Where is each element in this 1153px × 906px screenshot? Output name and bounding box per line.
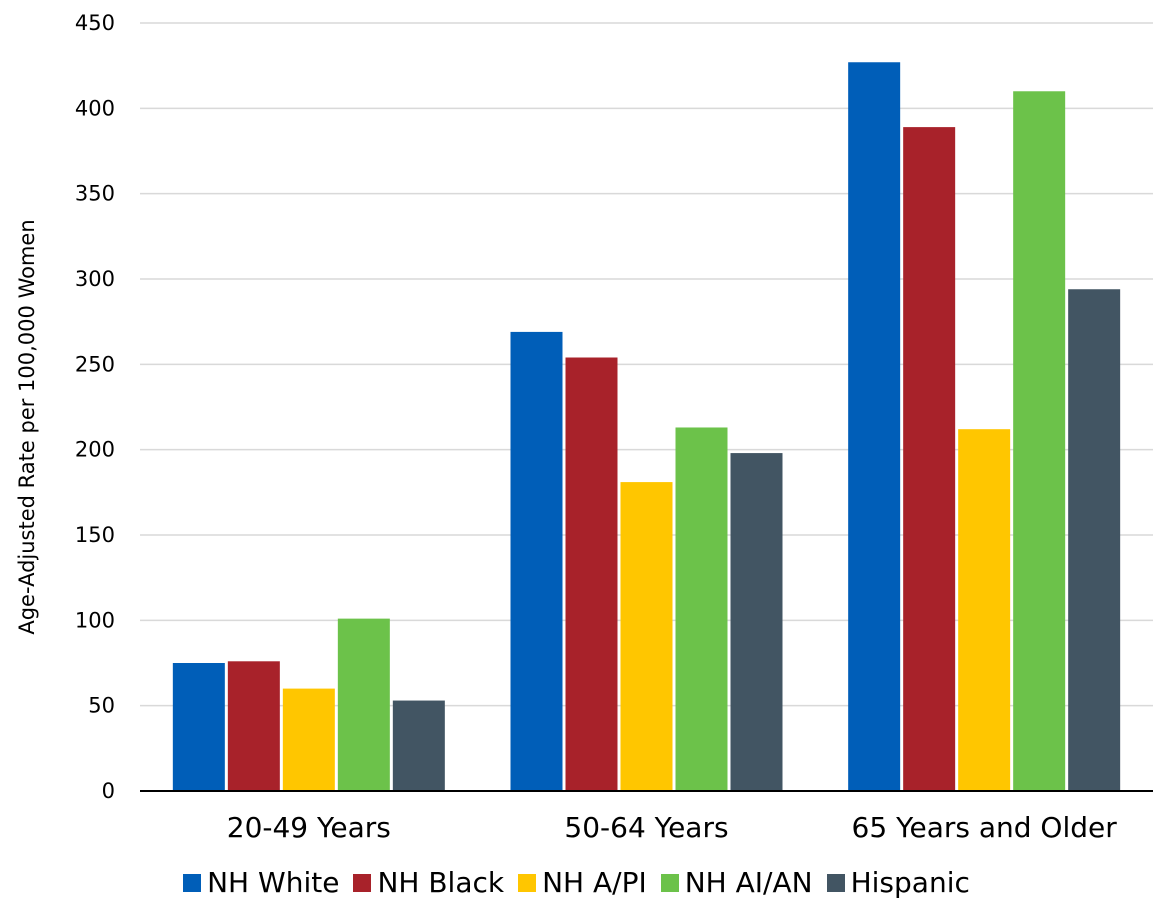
legend-item: NH White [183,866,339,899]
y-axis-title: Age-Adjusted Rate per 100,000 Women [15,219,39,634]
bar-nh-a-pi-2 [620,482,673,791]
legend-label: Hispanic [850,866,970,899]
bar-nh-white-3 [848,62,901,791]
bar-nh-black-2 [565,357,618,791]
bar-nh-black-3 [903,127,956,791]
x-category-label: 65 Years and Older [852,811,1118,844]
legend-swatch [518,873,537,892]
bar-hispanic-2 [730,453,783,791]
legend-swatch [660,873,679,892]
y-tick-label: 100 [75,608,115,632]
bar-nh-ai-an-3 [1013,91,1066,792]
y-tick-label: 50 [88,694,115,718]
bar-hispanic-3 [1068,289,1121,791]
legend-label: NH AI/AN [684,866,813,899]
legend-swatch [826,873,845,892]
y-tick-label: 250 [75,352,115,376]
legend-swatch [353,873,372,892]
x-axis-categories: 20-49 Years 50-64 Years 65 Years and Older [227,811,1117,844]
y-axis-ticks: 0 50 100 150 200 250 300 350 400 450 [75,11,115,803]
bar-hispanic-1 [392,700,445,791]
y-tick-label: 150 [75,523,115,547]
bar-nh-white-1 [172,663,225,791]
legend-swatch [183,873,202,892]
bars [172,62,1121,792]
legend-item: NH A/PI [518,866,647,899]
bar-nh-a-pi-1 [282,688,335,791]
legend-label: NH A/PI [542,866,647,899]
bar-nh-a-pi-3 [958,429,1011,791]
y-tick-label: 400 [75,96,115,120]
legend-item: NH Black [353,866,504,899]
x-category-label: 20-49 Years [227,811,391,844]
bar-nh-white-2 [510,331,563,791]
y-tick-label: 300 [75,267,115,291]
legend-label: NH White [207,866,340,899]
bar-nh-ai-an-1 [337,618,390,791]
y-tick-label: 200 [75,438,115,462]
y-tick-label: 450 [75,11,115,35]
bar-nh-ai-an-2 [675,427,728,791]
legend-label: NH Black [377,866,505,899]
legend-item: NH AI/AN [660,866,813,899]
bar-nh-black-1 [227,661,280,791]
y-tick-label: 350 [75,182,115,206]
x-category-label: 50-64 Years [564,811,728,844]
y-tick-label: 0 [102,779,115,803]
legend-item: Hispanic [826,866,970,899]
legend: NH White NH Black NH A/PI NH AI/AN Hispanic [0,866,1153,899]
gridlines [140,22,1153,707]
